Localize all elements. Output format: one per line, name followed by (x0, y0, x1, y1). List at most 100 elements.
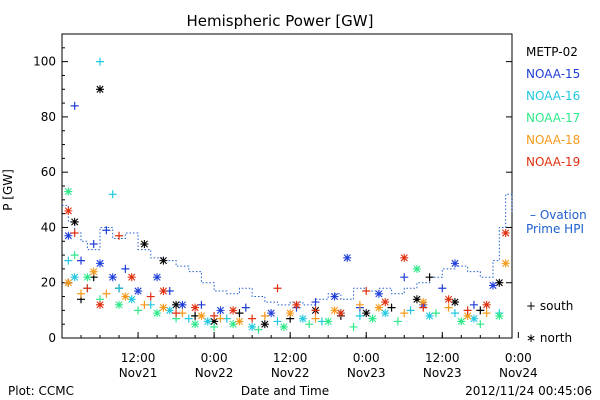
data-point-north (127, 273, 136, 282)
data-point-north (381, 309, 390, 318)
data-point-south (362, 287, 371, 296)
data-point-south (146, 292, 155, 301)
series-noaa-18 (64, 259, 510, 326)
x-tick-time: 12:00 (425, 351, 460, 365)
x-tick-time: 0:00 (353, 351, 380, 365)
data-point-south (349, 322, 358, 331)
data-point-north (267, 309, 276, 318)
series-noaa-17 (64, 187, 504, 334)
data-point-north (140, 240, 149, 249)
y-tick-label: 80 (41, 110, 56, 124)
x-tick-date: Nov24 (499, 366, 538, 380)
data-point-north (165, 306, 174, 315)
symbol-key-north: ∗ north (526, 331, 572, 345)
data-point-north (501, 228, 510, 237)
legend-item: NOAA-16 (526, 89, 580, 103)
ovation-legend: – Ovation Prime HPI (526, 208, 587, 236)
series-noaa-15 (64, 101, 497, 318)
data-point-north (70, 273, 79, 282)
data-point-north (96, 259, 105, 268)
data-point-north (400, 253, 409, 262)
data-point-south (450, 309, 459, 318)
data-point-south (134, 306, 143, 315)
data-point-south (235, 309, 244, 318)
data-point-north (381, 298, 390, 307)
data-point-north (374, 289, 383, 298)
y-tick-label: 60 (41, 165, 56, 179)
data-point-north (64, 278, 73, 287)
data-point-south (469, 300, 478, 309)
data-point-north (108, 273, 117, 282)
data-point-north (330, 306, 339, 315)
footer-plot-source: Plot: CCMC (8, 384, 74, 398)
footer-timestamp: 2012/11/24 00:45:06 (465, 384, 592, 398)
data-point-north (488, 281, 497, 290)
data-point-north (191, 320, 200, 329)
data-point-south (463, 306, 472, 315)
data-point-north (89, 267, 98, 276)
ovation-label-line2: Prime HPI (526, 222, 584, 236)
series-noaa-19 (64, 206, 510, 323)
data-point-south (115, 231, 124, 240)
data-point-north (203, 317, 212, 326)
x-tick-time: 0:00 (201, 351, 228, 365)
y-axis-label: P [GW] (1, 169, 15, 211)
data-point-north (469, 314, 478, 323)
data-point-south (83, 284, 92, 293)
ovation-hpi-line (62, 193, 513, 306)
x-tick-date: Nov22 (195, 366, 234, 380)
data-point-north (210, 317, 219, 326)
data-point-south (70, 101, 79, 110)
y-tick-label: 40 (41, 220, 56, 234)
data-point-south (115, 284, 124, 293)
data-point-north (444, 295, 453, 304)
data-point-north (134, 287, 143, 296)
data-point-north (70, 217, 79, 226)
ovation-hpi-path (62, 193, 513, 306)
symbol-key-south: + south (526, 299, 573, 313)
data-point-south (444, 303, 453, 312)
data-point-north (343, 253, 352, 262)
data-point-south (311, 306, 320, 315)
data-point-south (355, 300, 364, 309)
data-point-south (425, 273, 434, 282)
x-tick-date: Nov23 (347, 366, 386, 380)
data-point-north (159, 256, 168, 265)
data-point-north (450, 259, 459, 268)
x-tick-time: 12:00 (273, 351, 308, 365)
data-point-north (286, 309, 295, 318)
data-point-south (311, 314, 320, 323)
data-point-north (229, 306, 238, 315)
data-point-south (476, 306, 485, 315)
ovation-label-line1: – Ovation (530, 208, 587, 222)
data-point-north (153, 309, 162, 318)
data-point-north (495, 278, 504, 287)
plot-frame (61, 33, 513, 339)
x-tick-date: Nov22 (271, 366, 310, 380)
data-point-south (400, 309, 409, 318)
legend-item: NOAA-17 (526, 111, 580, 125)
data-point-north (450, 298, 459, 307)
data-point-south (431, 309, 440, 318)
data-point-south (210, 311, 219, 320)
data-point-north (229, 320, 238, 329)
legend-item: NOAA-18 (526, 133, 580, 147)
data-point-south (216, 314, 225, 323)
data-point-south (406, 306, 415, 315)
series-noaa-16 (64, 57, 504, 331)
data-point-south (102, 226, 111, 235)
data-point-south (89, 240, 98, 249)
y-axis: 0 20 40 60 80 100 (33, 33, 512, 345)
series-metp-02 (64, 85, 504, 329)
data-point-north (495, 311, 504, 320)
data-point-south (438, 284, 447, 293)
data-point-north (425, 311, 434, 320)
legend-item: NOAA-15 (526, 67, 580, 81)
data-point-north (260, 320, 269, 329)
data-point-south (248, 314, 257, 323)
data-point-north (463, 311, 472, 320)
data-point-north (64, 231, 73, 240)
data-point-north (324, 317, 333, 326)
data-point-north (159, 303, 168, 312)
